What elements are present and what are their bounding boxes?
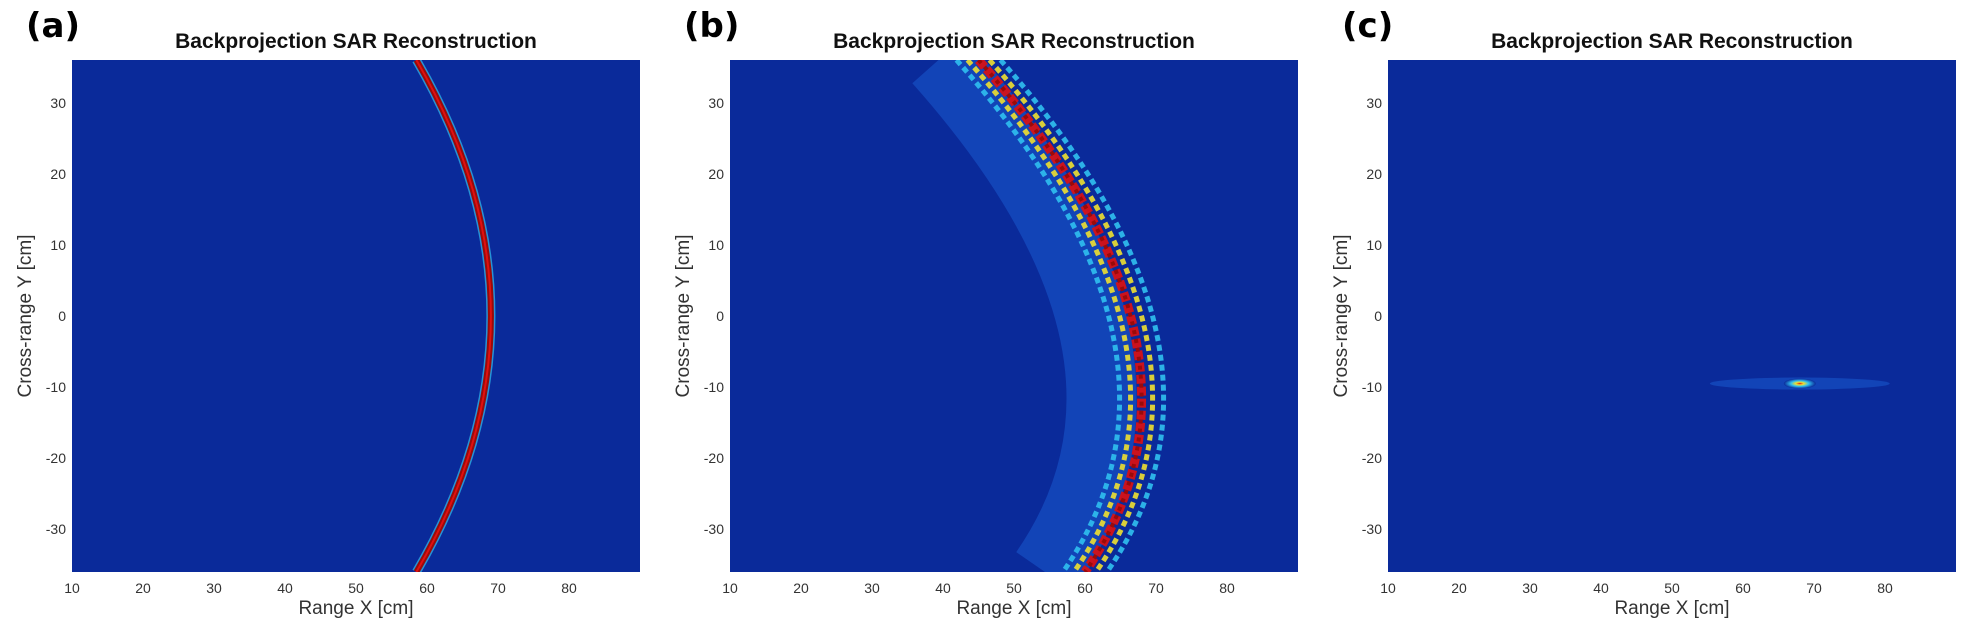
plot-area [730,60,1298,572]
x-tick-label: 80 [1877,580,1893,596]
heatmap-background [1388,60,1956,572]
arc-core [415,60,492,572]
x-tick-label: 70 [1806,580,1822,596]
y-tick-label: 20 [50,165,66,182]
x-tick-label: 80 [1219,580,1235,596]
panel-label: (a) [26,6,81,46]
y-tick-label: 0 [1374,308,1382,324]
x-tick-label: 60 [1077,580,1093,596]
plot-area [72,60,640,572]
x-tick-label: 10 [1380,580,1396,596]
arc-glow [912,60,1137,572]
x-tick-label: 50 [1006,580,1022,596]
x-tick-label: 70 [490,580,506,596]
x-tick-label: 40 [935,580,951,596]
y-tick-label: 30 [708,94,724,111]
heatmap [730,60,1298,572]
y-tick-label: 0 [716,308,724,324]
arc-fringe [954,60,1123,572]
x-axis-label: Range X [cm] [956,598,1072,619]
x-tick-label: 30 [206,580,222,596]
y-tick-label: 20 [708,165,724,182]
x-tick-label: 40 [277,580,293,596]
x-tick-label: 10 [722,580,738,596]
chart-title: Backprojection SAR Reconstruction [175,30,537,53]
y-axis-label: Cross-range Y [cm] [673,234,694,398]
x-tick-label: 60 [1735,580,1751,596]
plot-area [1388,60,1956,572]
x-tick-label: 80 [561,580,577,596]
y-tick-label: 10 [1366,236,1382,253]
y-tick-label: 10 [50,236,66,253]
arc-fringe [987,60,1156,572]
heatmap [1388,60,1956,572]
x-tick-label: 40 [1593,580,1609,596]
x-axis-label: Range X [cm] [298,598,414,619]
x-tick-label: 10 [64,580,80,596]
chart-title: Backprojection SAR Reconstruction [1491,30,1853,53]
arc-fringe [965,60,1134,572]
y-tick-label: 10 [708,236,724,253]
x-tick-label: 50 [348,580,364,596]
x-tick-label: 20 [135,580,151,596]
y-tick-label: -20 [703,450,724,467]
arc-fringe [998,60,1167,572]
y-axis-label: Cross-range Y [cm] [15,234,36,398]
y-tick-label: -10 [703,379,724,396]
x-tick-label: 30 [864,580,880,596]
x-tick-label: 20 [793,580,809,596]
chart-title: Backprojection SAR Reconstruction [833,30,1195,53]
y-axis-label: Cross-range Y [cm] [1331,234,1352,398]
y-tick-label: 20 [1366,165,1382,182]
panel-label: (c) [1342,6,1394,46]
panel-a: (a) Backprojection SAR Reconstruction 10… [0,0,658,632]
y-tick-label: 30 [1366,94,1382,111]
y-tick-label: -10 [45,379,66,396]
point-target [1783,378,1816,389]
panel-label: (b) [684,6,740,46]
panel-c: (c) Backprojection SAR Reconstruction 10… [1316,0,1974,632]
x-tick-label: 20 [1451,580,1467,596]
y-tick-label: -20 [45,450,66,467]
y-tick-label: -30 [703,521,724,538]
x-tick-label: 30 [1522,580,1538,596]
y-tick-label: -20 [1361,450,1382,467]
arc-core [977,60,1144,572]
panel-b: (b) Backprojection SAR Reconstruction 10… [658,0,1316,632]
heatmap [72,60,640,572]
x-tick-label: 50 [1664,580,1680,596]
heatmap-background [72,60,640,572]
x-tick-label: 60 [419,580,435,596]
y-tick-label: 0 [58,308,66,324]
y-tick-label: -30 [1361,521,1382,538]
x-tick-label: 70 [1148,580,1164,596]
x-axis-label: Range X [cm] [1614,598,1730,619]
y-tick-label: -10 [1361,379,1382,396]
y-tick-label: -30 [45,521,66,538]
y-tick-label: 30 [50,94,66,111]
